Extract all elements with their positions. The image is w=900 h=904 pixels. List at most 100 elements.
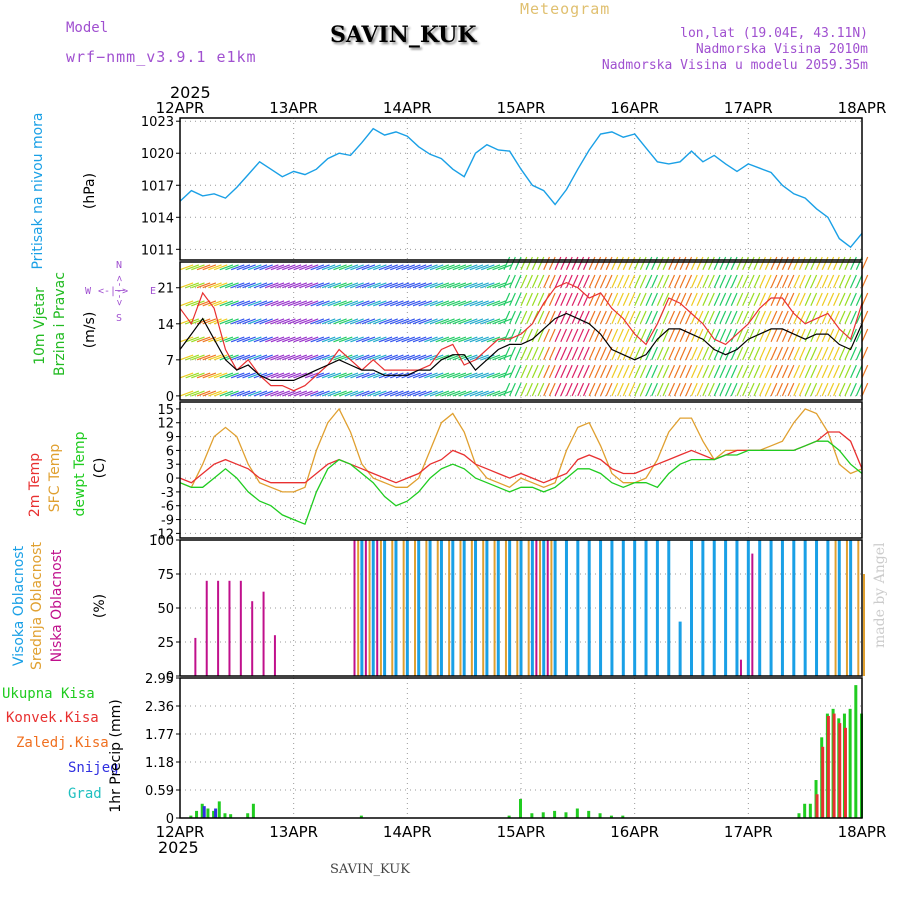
wind-barb [344, 282, 359, 289]
wind-barb [708, 310, 715, 325]
wind-barb [469, 390, 484, 397]
wind-barb [196, 372, 211, 379]
wind-barb [458, 264, 472, 271]
wind-barb [355, 336, 370, 343]
high-cloud-bar [746, 540, 750, 676]
wind-barb [338, 264, 353, 271]
wind-barb [776, 256, 784, 270]
high-cloud-bar [701, 540, 705, 676]
y-tick-label: -12 [153, 527, 174, 542]
wind-barb [793, 346, 801, 361]
wind-barb [441, 282, 455, 289]
wind-barb [611, 382, 619, 397]
wind-barb [617, 256, 624, 270]
wind-barb [651, 256, 658, 270]
wind-barb [656, 346, 664, 361]
wind-barb [367, 300, 381, 307]
wind-barb [384, 354, 398, 361]
wind-barb [418, 282, 433, 289]
wind-barb [827, 364, 835, 379]
wind-barb [634, 292, 641, 307]
wind-barb [424, 336, 438, 343]
wind-barb [861, 346, 869, 361]
wind-barb [560, 346, 568, 361]
wind-barb [673, 274, 681, 288]
mid-cloud-bar [436, 540, 439, 676]
wind-barb [236, 390, 251, 397]
mid-cloud-bar [459, 540, 462, 676]
wind-barb [481, 300, 495, 307]
wind-barb [179, 282, 194, 289]
wind-barb [395, 282, 410, 289]
wind-barb [571, 382, 579, 397]
wind-barb [429, 264, 444, 271]
wind-barb [321, 336, 336, 343]
wind-barb [764, 274, 772, 288]
data-layer [179, 127, 869, 818]
wind-barb [338, 300, 353, 307]
wind-barb [651, 364, 658, 379]
wind-barb [617, 382, 624, 397]
wind-barb [651, 328, 658, 343]
wind-barb [810, 292, 818, 307]
wind-barb [821, 274, 829, 288]
wind-barb [179, 390, 194, 397]
wind-barb [469, 300, 484, 307]
precip-label-total: Ukupna Kisa [2, 686, 95, 702]
wind-barb [509, 310, 516, 325]
wind-barb [611, 328, 619, 343]
wind-barb [850, 292, 857, 307]
wind-barb [673, 382, 681, 397]
wind-barb [702, 382, 710, 397]
wind-barb [685, 328, 693, 343]
cloud-unit: (%) [92, 593, 108, 619]
total-precip-bar [575, 808, 579, 818]
wind-barb [492, 354, 506, 361]
wind-barb [230, 336, 245, 343]
pressure-label: Pritisak na nivou mora [30, 112, 46, 270]
wind-barb [282, 372, 296, 379]
temp-label-dew: dewpt Temp [72, 431, 88, 517]
wind-barb [713, 382, 721, 397]
wind-barb [531, 382, 539, 397]
wind-barb [719, 328, 727, 343]
wind-barb [361, 390, 376, 397]
wind-barb [344, 390, 359, 397]
wind-barb [208, 318, 222, 325]
wind-barb [259, 390, 273, 397]
wind-barb [355, 318, 370, 325]
wind-barb [253, 336, 268, 343]
wind-barb [509, 328, 516, 343]
wind-barb [259, 318, 273, 325]
wind-barb [412, 300, 427, 307]
wind-barb [543, 346, 550, 361]
wind-barb [350, 390, 364, 397]
wind-barb [401, 354, 416, 361]
wind-barb [299, 336, 313, 343]
high-cloud-bar [826, 540, 830, 676]
wind-barb [622, 310, 630, 325]
wind-barb [736, 310, 744, 325]
wind-barb [503, 256, 511, 270]
wind-barb [384, 264, 398, 271]
wind-barb [418, 354, 433, 361]
wind-barb [446, 300, 461, 307]
wind-barb [850, 346, 857, 361]
wind-barb [759, 256, 766, 270]
wind-barb [702, 346, 710, 361]
wind-barb [429, 372, 444, 379]
mid-cloud-bar [550, 540, 553, 676]
wind-barb [230, 264, 245, 271]
wind-barb [685, 346, 693, 361]
wind-barb [850, 364, 857, 379]
wind-barb [770, 256, 778, 270]
y-tick-label: 100 [149, 534, 174, 549]
mid-cloud-bar [857, 540, 860, 676]
wind-barb [446, 390, 461, 397]
wind-barb [798, 310, 806, 325]
wind-barb [310, 390, 325, 397]
wind-barb [321, 264, 336, 271]
wind-barb [361, 372, 376, 379]
wind-barb [861, 328, 869, 343]
y-tick-label: 6 [166, 444, 174, 459]
